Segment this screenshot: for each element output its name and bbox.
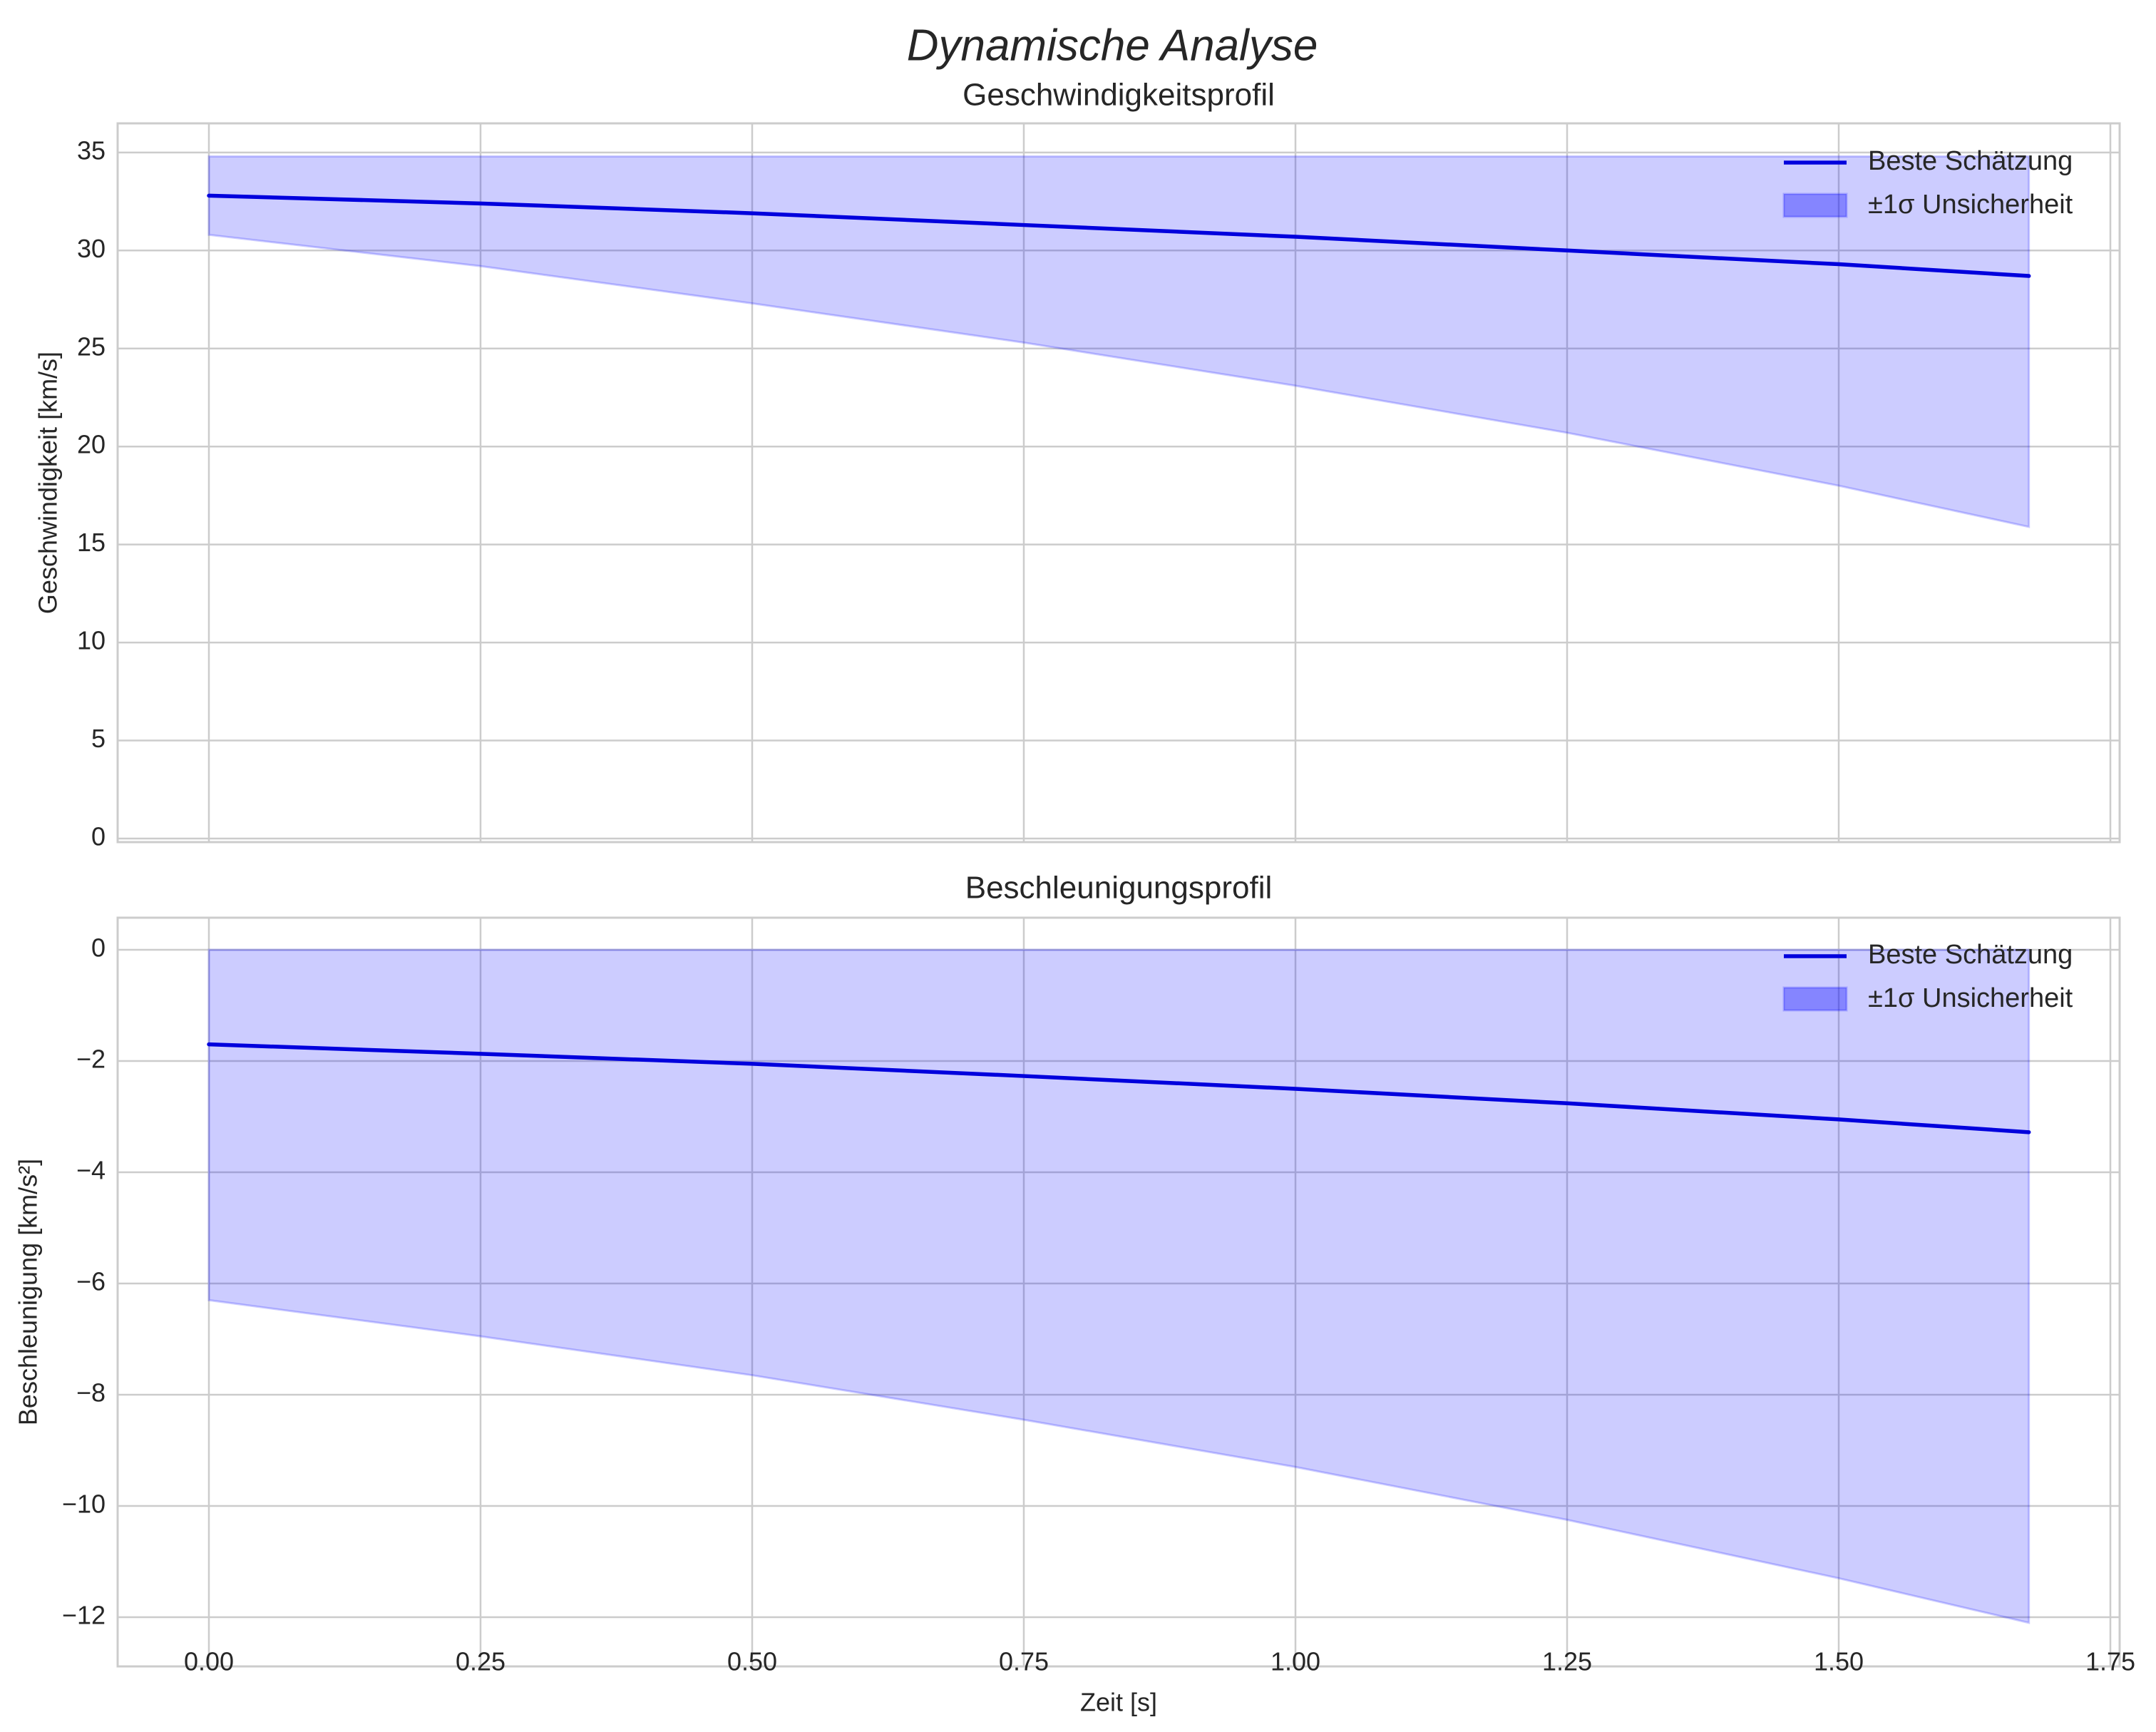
x-tick-label: 1.75 xyxy=(2085,1647,2135,1676)
y-tick-label: −12 xyxy=(62,1601,106,1630)
velocity-panel: Geschwindigkeitsprofil 0 5 10 15 20 25 30 35 Ge… xyxy=(34,78,2121,851)
y-tick-label: 10 xyxy=(77,626,106,655)
figure-title: Dynamische Analyse xyxy=(907,21,1318,70)
x-tick-label: 0.00 xyxy=(184,1647,234,1676)
uncertainty-band xyxy=(207,948,2031,1624)
legend-band-swatch xyxy=(1782,986,1848,1012)
y-tick-label: 35 xyxy=(77,135,106,165)
y-tick-label: 0 xyxy=(91,933,106,963)
y-tick-label: −10 xyxy=(62,1490,106,1519)
velocity-y-label: Geschwindigkeit [km/s] xyxy=(34,352,63,614)
legend-best-estimate: Beste Schätzung xyxy=(1868,146,2073,176)
legend-uncertainty: ±1σ Unsicherheit xyxy=(1868,190,2073,220)
acceleration-panel-title: Beschleunigungsprofil xyxy=(965,871,1273,906)
x-tick-label: 0.50 xyxy=(727,1647,777,1676)
y-tick-label: 15 xyxy=(77,528,106,557)
legend-uncertainty: ±1σ Unsicherheit xyxy=(1868,983,2073,1013)
y-tick-label: 0 xyxy=(91,822,106,851)
y-tick-label: −8 xyxy=(76,1378,106,1408)
acceleration-y-label: Beschleunigung [km/s²] xyxy=(14,1159,43,1425)
velocity-grid xyxy=(118,123,2120,842)
y-tick-label: 20 xyxy=(77,430,106,459)
uncertainty-band xyxy=(207,155,2031,528)
acceleration-y-ticks: 0 −2 −4 −6 −8 −10 −12 xyxy=(62,933,106,1630)
acceleration-data xyxy=(207,948,2031,1624)
x-axis-label: Zeit [s] xyxy=(1080,1688,1157,1717)
acceleration-grid xyxy=(118,918,2120,1666)
velocity-panel-title: Geschwindigkeitsprofil xyxy=(962,78,1275,113)
y-tick-label: 5 xyxy=(91,724,106,753)
legend-band-swatch xyxy=(1782,193,1848,218)
y-tick-label: −2 xyxy=(76,1045,106,1074)
best-estimate-line xyxy=(207,193,2031,278)
y-tick-label: 25 xyxy=(77,332,106,361)
acceleration-axes-frame xyxy=(116,916,2121,1668)
velocity-axes-frame xyxy=(116,122,2121,844)
velocity-legend: Beste Schätzung ±1σ Unsicherheit xyxy=(1782,146,2073,220)
legend-best-estimate: Beste Schätzung xyxy=(1868,940,2073,970)
velocity-data xyxy=(207,155,2031,528)
y-tick-label: −6 xyxy=(76,1267,106,1296)
best-estimate-line xyxy=(207,1042,2031,1134)
acceleration-x-ticks: 0.00 0.25 0.50 0.75 1.00 1.25 1.50 1.75 xyxy=(184,1647,2135,1676)
x-tick-label: 1.00 xyxy=(1270,1647,1320,1676)
y-tick-label: 30 xyxy=(77,234,106,263)
x-tick-label: 1.50 xyxy=(1814,1647,1864,1676)
x-tick-label: 1.25 xyxy=(1542,1647,1592,1676)
x-tick-label: 0.75 xyxy=(999,1647,1049,1676)
acceleration-legend: Beste Schätzung ±1σ Unsicherheit xyxy=(1782,940,2073,1013)
velocity-y-ticks: 0 5 10 15 20 25 30 35 xyxy=(77,135,106,851)
x-tick-label: 0.25 xyxy=(456,1647,505,1676)
y-tick-label: −4 xyxy=(76,1156,106,1185)
acceleration-panel: Beschleunigungsprofil 0 −2 −4 −6 −8 −10 −12 0.… xyxy=(14,871,2136,1717)
